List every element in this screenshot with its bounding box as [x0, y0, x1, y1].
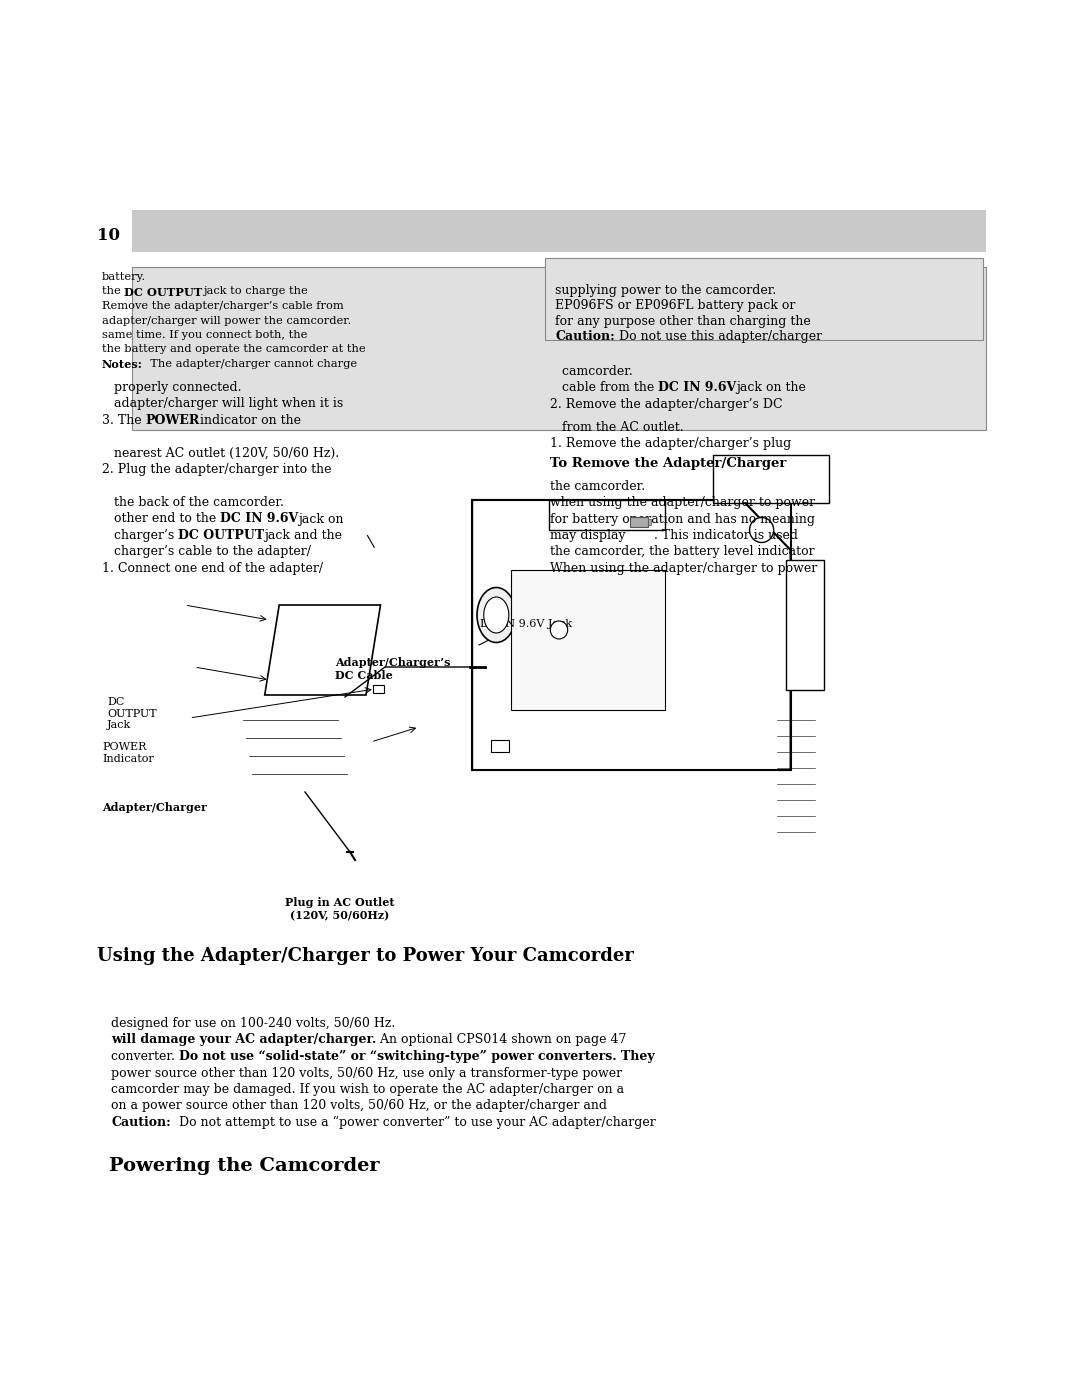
- Text: POWER: POWER: [146, 414, 200, 426]
- Text: . This indicator is used: . This indicator is used: [653, 529, 798, 542]
- Text: To Remove the Adapter/Charger: To Remove the Adapter/Charger: [550, 457, 786, 469]
- Text: The adapter/charger cannot charge: The adapter/charger cannot charge: [143, 359, 357, 369]
- Text: the battery and operate the camcorder at the: the battery and operate the camcorder at…: [102, 345, 366, 355]
- Text: An optional CPS014 shown on page 47: An optional CPS014 shown on page 47: [376, 1034, 626, 1046]
- Text: when using the adapter/charger to power: when using the adapter/charger to power: [550, 496, 815, 509]
- Text: Do not use “solid-state” or “switching-type” power converters. They: Do not use “solid-state” or “switching-t…: [179, 1051, 654, 1063]
- Bar: [491, 740, 509, 752]
- Text: jack and the: jack and the: [265, 529, 342, 542]
- Bar: [511, 570, 665, 710]
- Text: for any purpose other than charging the: for any purpose other than charging the: [555, 314, 811, 328]
- Text: charger’s: charger’s: [102, 529, 178, 542]
- Text: jack to charge the: jack to charge the: [203, 286, 308, 296]
- Text: the camcorder, the battery level indicator: the camcorder, the battery level indicat…: [550, 545, 814, 559]
- Text: Adapter/Charger: Adapter/Charger: [102, 802, 207, 813]
- Text: Do not attempt to use a “power converter” to use your AC adapter/charger: Do not attempt to use a “power converter…: [171, 1116, 656, 1129]
- Text: the camcorder.: the camcorder.: [550, 479, 645, 493]
- Polygon shape: [265, 605, 380, 694]
- Text: for battery operation and has no meaning: for battery operation and has no meaning: [550, 513, 815, 525]
- Polygon shape: [472, 500, 791, 770]
- Text: adapter/charger will power the camcorder.: adapter/charger will power the camcorder…: [102, 316, 351, 326]
- Text: may display: may display: [550, 529, 630, 542]
- Text: the back of the camcorder.: the back of the camcorder.: [102, 496, 284, 509]
- Bar: [132, 210, 986, 251]
- Text: 2. Plug the adapter/charger into the: 2. Plug the adapter/charger into the: [102, 462, 332, 476]
- Text: cable from the: cable from the: [550, 381, 658, 394]
- Bar: [545, 258, 983, 341]
- Text: Using the Adapter/Charger to Power Your Camcorder: Using the Adapter/Charger to Power Your …: [97, 947, 634, 965]
- Text: 2. Remove the adapter/charger’s DC: 2. Remove the adapter/charger’s DC: [550, 398, 783, 411]
- Bar: [373, 685, 384, 693]
- Text: Powering the Camcorder: Powering the Camcorder: [109, 1157, 380, 1175]
- Text: Notes:: Notes:: [102, 359, 143, 370]
- Text: DC OUTPUT: DC OUTPUT: [124, 286, 203, 298]
- Text: supplying power to the camcorder.: supplying power to the camcorder.: [555, 284, 777, 298]
- Text: Caution:: Caution:: [111, 1116, 171, 1129]
- Text: indicator on the: indicator on the: [200, 414, 301, 426]
- Ellipse shape: [484, 597, 509, 633]
- Text: battery.: battery.: [102, 272, 146, 282]
- Text: camcorder.: camcorder.: [550, 365, 633, 379]
- Text: power source other than 120 volts, 50/60 Hz, use only a transformer-type power: power source other than 120 volts, 50/60…: [111, 1066, 622, 1080]
- Text: Caution:: Caution:: [555, 331, 615, 344]
- Text: Adapter/Charger’s
DC Cable: Adapter/Charger’s DC Cable: [335, 657, 450, 680]
- Text: same time. If you connect both, the: same time. If you connect both, the: [102, 330, 308, 339]
- Text: converter.: converter.: [111, 1051, 179, 1063]
- Text: 1. Remove the adapter/charger’s plug: 1. Remove the adapter/charger’s plug: [550, 437, 792, 450]
- Bar: [630, 517, 648, 527]
- Text: from the AC outlet.: from the AC outlet.: [550, 420, 684, 434]
- Ellipse shape: [477, 588, 515, 643]
- Text: charger’s cable to the adapter/: charger’s cable to the adapter/: [102, 545, 311, 559]
- Text: will damage your AC adapter/charger.: will damage your AC adapter/charger.: [111, 1034, 376, 1046]
- Bar: [550, 500, 665, 529]
- Text: DC IN 9.6V: DC IN 9.6V: [220, 513, 298, 525]
- Text: EP096FS or EP096FL battery pack or: EP096FS or EP096FL battery pack or: [555, 299, 795, 313]
- Text: designed for use on 100-240 volts, 50/60 Hz.: designed for use on 100-240 volts, 50/60…: [111, 1017, 395, 1030]
- Ellipse shape: [551, 622, 568, 638]
- Text: jack on: jack on: [298, 513, 345, 525]
- Ellipse shape: [750, 517, 773, 542]
- Text: POWER
Indicator: POWER Indicator: [102, 742, 153, 764]
- Bar: [132, 267, 986, 430]
- Text: camcorder may be damaged. If you wish to operate the AC adapter/charger on a: camcorder may be damaged. If you wish to…: [111, 1083, 624, 1097]
- Text: DC OUTPUT: DC OUTPUT: [178, 529, 265, 542]
- Text: nearest AC outlet (120V, 50/60 Hz).: nearest AC outlet (120V, 50/60 Hz).: [102, 447, 339, 460]
- Text: DC IN 9.6V: DC IN 9.6V: [658, 381, 737, 394]
- Text: DC IN 9.6V Jack: DC IN 9.6V Jack: [480, 619, 572, 629]
- Text: Plug in AC Outlet
(120V, 50/60Hz): Plug in AC Outlet (120V, 50/60Hz): [285, 897, 395, 921]
- Bar: [472, 500, 791, 770]
- Text: jack on the: jack on the: [737, 381, 807, 394]
- Bar: [648, 520, 650, 525]
- Text: 10: 10: [97, 228, 120, 244]
- Text: When using the adapter/charger to power: When using the adapter/charger to power: [550, 562, 818, 576]
- Text: other end to the: other end to the: [102, 513, 220, 525]
- Text: 1. Connect one end of the adapter/: 1. Connect one end of the adapter/: [102, 562, 323, 576]
- Bar: [786, 560, 824, 690]
- Text: Remove the adapter/charger’s cable from: Remove the adapter/charger’s cable from: [102, 300, 343, 312]
- Text: properly connected.: properly connected.: [102, 380, 242, 394]
- Text: Do not use this adapter/charger: Do not use this adapter/charger: [615, 331, 822, 344]
- Text: adapter/charger will light when it is: adapter/charger will light when it is: [102, 397, 343, 409]
- Text: on a power source other than 120 volts, 50/60 Hz, or the adapter/charger and: on a power source other than 120 volts, …: [111, 1099, 607, 1112]
- Text: the: the: [102, 286, 124, 296]
- Text: DC
OUTPUT
Jack: DC OUTPUT Jack: [107, 697, 157, 731]
- Text: 3. The: 3. The: [102, 414, 146, 426]
- Bar: [714, 455, 829, 503]
